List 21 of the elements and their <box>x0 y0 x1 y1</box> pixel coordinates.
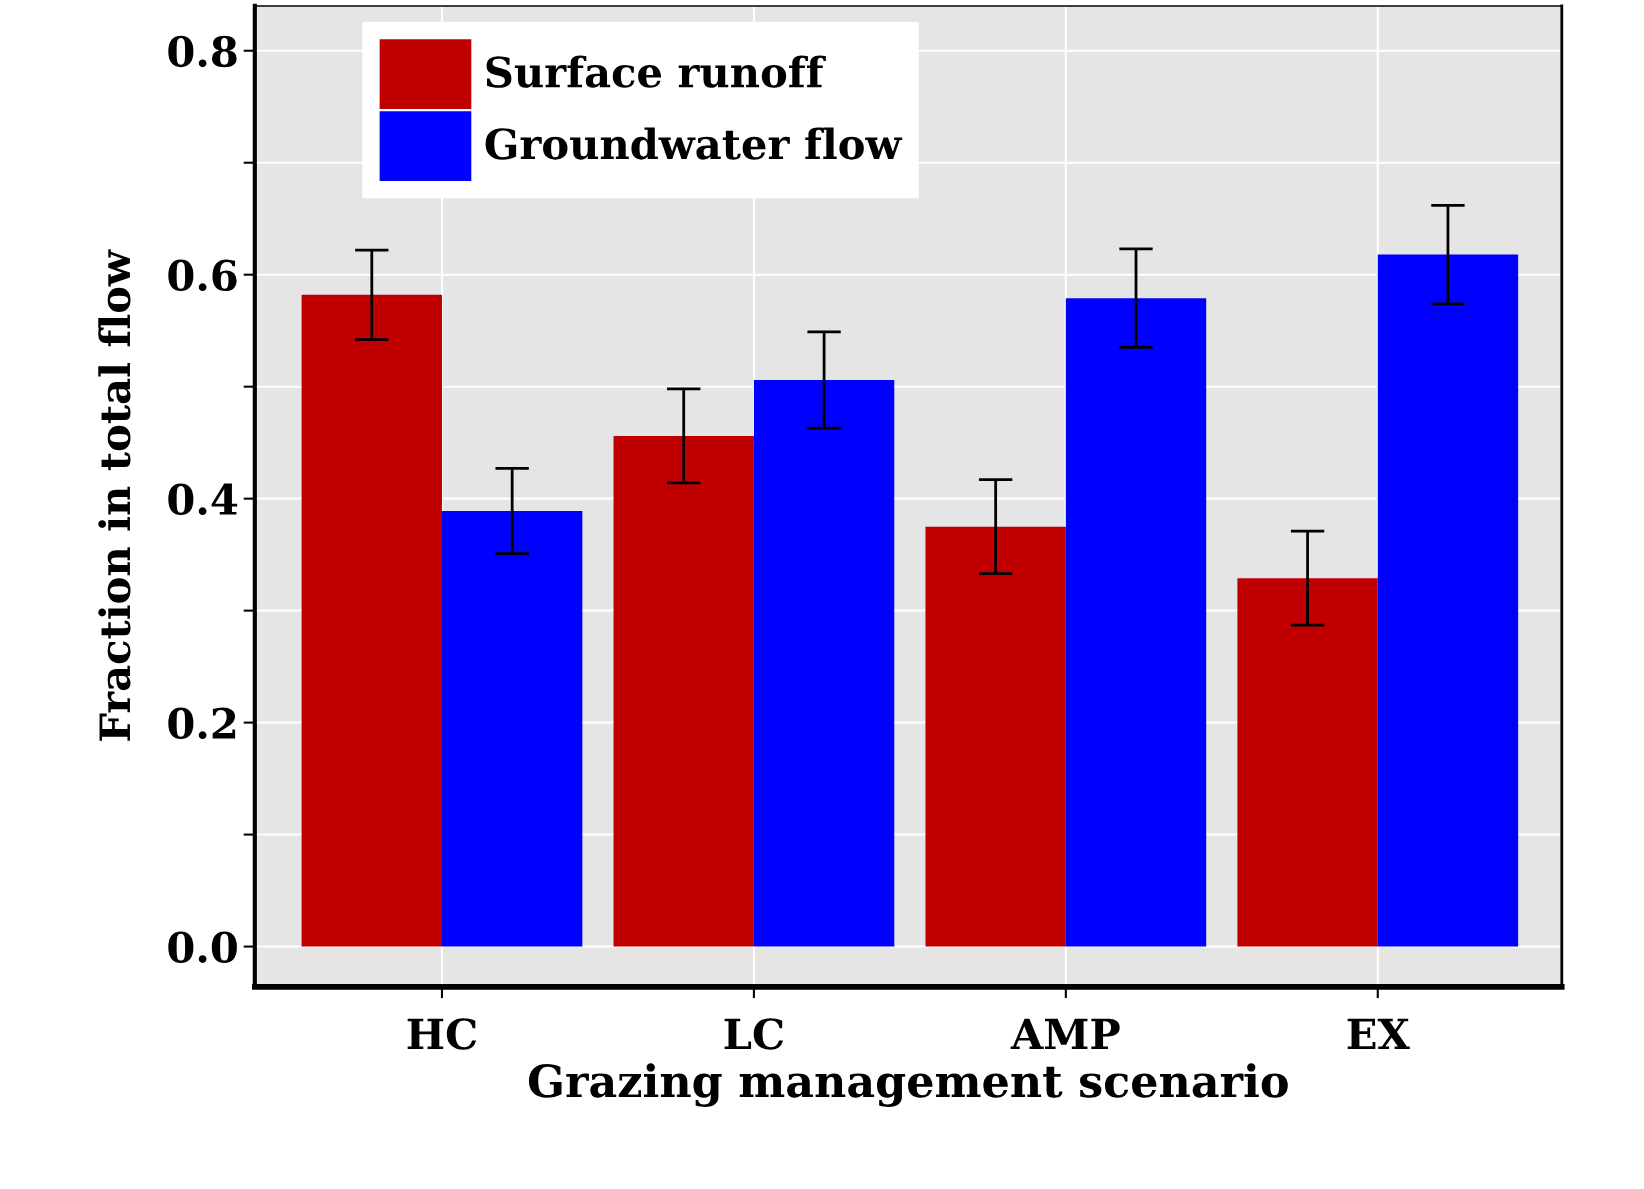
bar <box>613 435 754 947</box>
legend-label: Surface runoff <box>486 55 826 88</box>
bar <box>1065 298 1207 947</box>
y-tick-label: 0.0 <box>168 931 237 963</box>
y-tick-label: 0.4 <box>168 483 238 516</box>
y-tick-label: 0.6 <box>168 259 237 292</box>
x-tick-label: AMP <box>1010 1018 1120 1050</box>
bar <box>1237 578 1378 947</box>
x-tick-label: LC <box>724 1018 784 1050</box>
y-tick-label: 0.2 <box>168 707 236 740</box>
legend-label: Groundwater flow <box>485 127 903 160</box>
x-axis-title: Grazing management scenario <box>528 1063 1288 1107</box>
x-tick-label: HC <box>407 1018 477 1050</box>
y-axis-title: Fraction in total flow <box>98 249 131 741</box>
bar <box>925 526 1066 947</box>
bar <box>441 510 583 947</box>
bar <box>1377 254 1519 947</box>
bar <box>301 294 442 947</box>
y-tick-label: 0.8 <box>168 35 237 68</box>
x-tick-label: EX <box>1347 1018 1410 1050</box>
bar <box>753 379 895 947</box>
